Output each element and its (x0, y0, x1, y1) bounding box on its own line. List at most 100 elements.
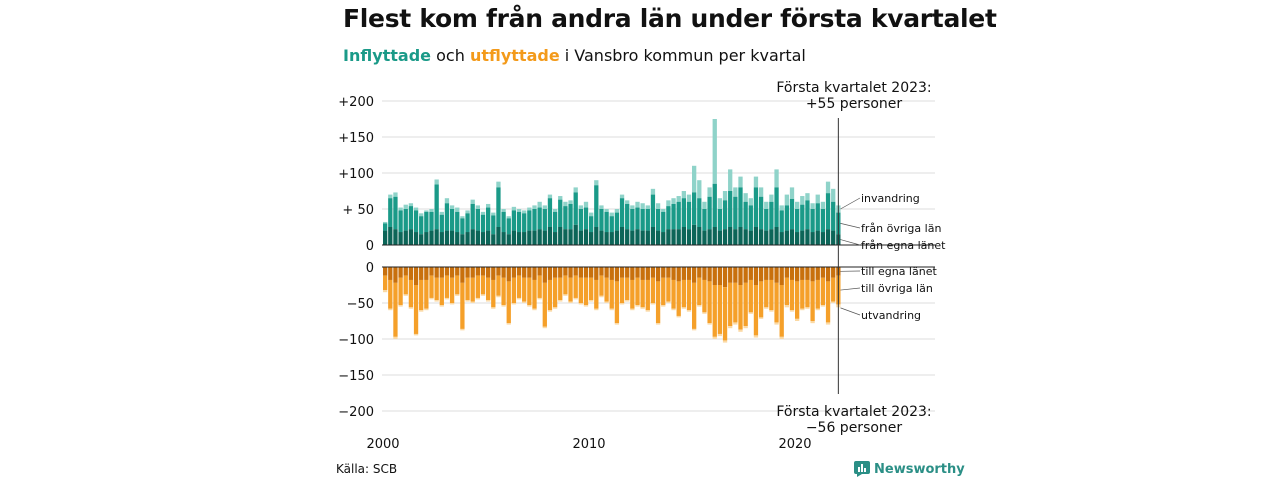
bar-inflow-immigration (614, 209, 620, 213)
label-utvandring: utvandring (861, 309, 921, 322)
bar-outflow-county (413, 285, 419, 334)
bar-outflow-local (820, 267, 826, 278)
bar-inflow-local (743, 229, 748, 245)
bar-outflow-local (795, 267, 800, 282)
bar-inflow-local (800, 230, 805, 245)
bar-inflow-immigration (460, 216, 465, 219)
bar-inflow-local (619, 227, 625, 245)
bar-outflow-local (676, 267, 681, 282)
bar-inflow-immigration (537, 201, 542, 208)
bar-inflow-county (676, 201, 681, 230)
bar-inflow-immigration (671, 198, 676, 204)
bar-inflow-local (712, 227, 717, 245)
bar-outflow-local (383, 267, 388, 276)
bar-inflow-local (805, 229, 810, 245)
bar-outflow-county (604, 277, 609, 302)
bar-outflow-emigration (475, 297, 480, 300)
annotation-bottom-line2: −56 personer (806, 420, 903, 436)
bar-inflow-immigration (758, 187, 764, 197)
bar-outflow-county (609, 279, 614, 309)
bar-inflow-immigration (712, 119, 717, 184)
bar-outflow-local (398, 267, 403, 278)
bar-outflow-local (537, 267, 542, 276)
bar-inflow-local (511, 230, 517, 245)
inflow-bars (383, 119, 841, 245)
bar-inflow-local (460, 234, 465, 245)
bar-chart-icon (854, 461, 870, 477)
label-fran-egna-lanet: från egna länet (861, 239, 946, 252)
bar-outflow-local (692, 267, 697, 283)
bar-outflow-local (831, 267, 836, 278)
bar-outflow-county (619, 277, 625, 303)
bar-outflow-emigration (666, 301, 671, 303)
bar-inflow-local (444, 230, 450, 245)
bar-outflow-county (779, 285, 784, 337)
bar-outflow-county (568, 277, 573, 302)
bar-inflow-immigration (475, 205, 480, 209)
bar-outflow-county (542, 282, 547, 327)
bar-outflow-county (800, 279, 805, 309)
bar-outflow-emigration (604, 301, 609, 303)
bar-inflow-county (748, 205, 753, 231)
bar-inflow-local (465, 232, 470, 245)
bar-outflow-county (795, 281, 800, 319)
bar-inflow-county (413, 210, 419, 233)
bar-inflow-local (455, 232, 460, 245)
bar-outflow-local (460, 267, 465, 283)
bar-inflow-county (480, 214, 486, 233)
bar-inflow-local (614, 230, 620, 245)
subtitle-outflow-word: utflyttade (469, 46, 560, 65)
bar-outflow-county (439, 277, 444, 306)
bar-outflow-emigration (619, 303, 625, 305)
bar-outflow-local (552, 267, 558, 278)
bar-inflow-county (779, 210, 784, 233)
bar-inflow-immigration (573, 187, 578, 193)
chart-title: Flest kom från andra län under första kv… (343, 4, 997, 33)
bar-inflow-immigration (650, 188, 656, 195)
outflow-bars (383, 267, 841, 343)
bar-outflow-local (599, 267, 604, 276)
label-leader-line (840, 197, 861, 210)
bar-outflow-emigration (681, 307, 686, 309)
bar-outflow-local (702, 267, 707, 280)
bar-outflow-county (496, 275, 501, 296)
bar-inflow-county (465, 213, 470, 233)
bar-outflow-county (527, 277, 532, 306)
bar-inflow-county (506, 218, 511, 235)
bar-outflow-county (820, 277, 826, 306)
bar-inflow-local (506, 234, 511, 245)
grid-lines (382, 100, 935, 412)
bar-inflow-local (552, 232, 558, 245)
bar-outflow-emigration (583, 305, 589, 307)
y-tick-label: +100 (338, 167, 374, 182)
bar-outflow-county (764, 279, 769, 308)
bar-outflow-emigration (470, 301, 475, 303)
bar-inflow-local (449, 230, 455, 245)
bar-outflow-local (810, 267, 815, 282)
bar-inflow-immigration (789, 187, 795, 199)
bar-outflow-county (815, 279, 820, 309)
bar-inflow-immigration (640, 203, 645, 209)
bar-outflow-county (717, 285, 723, 334)
label-leader-line (840, 307, 861, 316)
bar-inflow-local (573, 224, 578, 245)
bar-outflow-emigration (408, 307, 414, 309)
bar-inflow-immigration (542, 205, 547, 209)
bar-inflow-immigration (625, 200, 630, 204)
bar-inflow-county (491, 215, 496, 235)
bar-inflow-immigration (424, 210, 429, 212)
bar-inflow-local (686, 229, 692, 245)
bar-inflow-county (769, 201, 774, 230)
bar-inflow-local (707, 229, 712, 245)
bar-outflow-emigration (692, 328, 697, 331)
bar-inflow-county (383, 223, 388, 231)
bar-inflow-local (589, 232, 594, 245)
bar-outflow-emigration (563, 294, 568, 296)
bar-outflow-emigration (728, 326, 733, 329)
bar-inflow-immigration (743, 193, 748, 202)
bar-inflow-local (722, 229, 728, 245)
bar-outflow-emigration (398, 305, 403, 307)
bar-inflow-immigration (825, 181, 831, 194)
bar-outflow-local (625, 267, 630, 278)
bar-outflow-emigration (578, 303, 583, 305)
